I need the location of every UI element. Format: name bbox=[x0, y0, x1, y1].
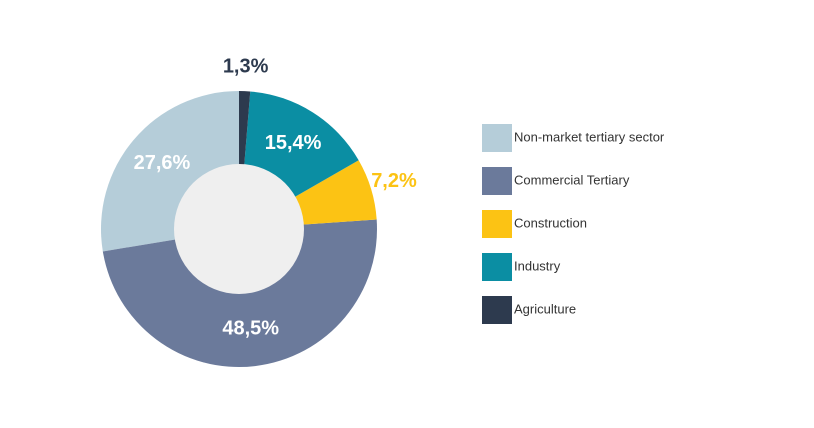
data-label: 48,5% bbox=[222, 318, 279, 340]
legend-swatch bbox=[482, 210, 512, 238]
legend-label: Non-market tertiary sector bbox=[514, 129, 665, 144]
legend-label: Commercial Tertiary bbox=[514, 172, 630, 187]
legend-label: Agriculture bbox=[514, 301, 576, 316]
data-label: 7,2% bbox=[371, 170, 417, 192]
legend-label: Construction bbox=[514, 215, 587, 230]
legend-swatch bbox=[482, 296, 512, 324]
data-label: 15,4% bbox=[265, 132, 322, 154]
data-label: 1,3% bbox=[223, 55, 269, 77]
legend-swatch bbox=[482, 253, 512, 281]
legend-label: Industry bbox=[514, 258, 561, 273]
data-label: 27,6% bbox=[134, 152, 191, 174]
donut-hole bbox=[174, 164, 304, 294]
legend-swatch bbox=[482, 124, 512, 152]
legend-swatch bbox=[482, 167, 512, 195]
